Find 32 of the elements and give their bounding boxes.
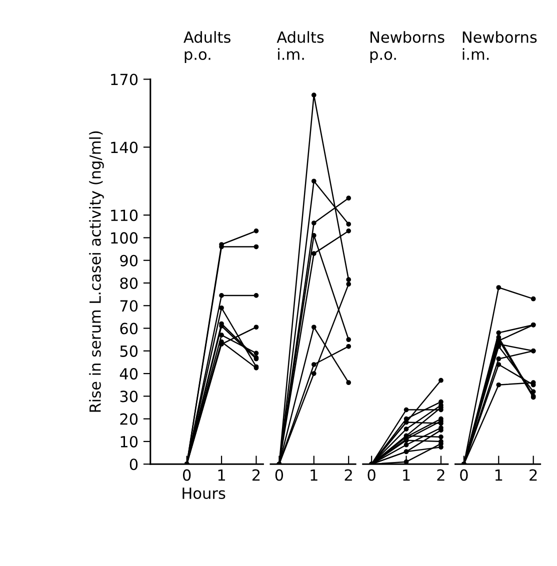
x-tick-label: 2 bbox=[437, 469, 444, 481]
x-tick-label: 1 bbox=[218, 469, 225, 481]
y-tick-label: 50 bbox=[120, 345, 138, 357]
y-tick-label: 10 bbox=[120, 436, 138, 448]
y-tick-label: 100 bbox=[111, 232, 138, 244]
y-tick-label: 70 bbox=[120, 300, 138, 312]
y-tick-label: 30 bbox=[120, 390, 138, 402]
y-tick-label: 20 bbox=[120, 413, 138, 425]
y-axis-title: Rise in serum L.casei activity (ng/ml) bbox=[89, 131, 104, 412]
x-tick-label: 0 bbox=[460, 469, 468, 481]
x-tick-label: 1 bbox=[403, 469, 410, 481]
x-axis-title: Hours bbox=[182, 488, 226, 500]
y-tick-label: 80 bbox=[120, 277, 138, 290]
x-tick-label: 2 bbox=[344, 469, 352, 481]
chart-title: Adults p.o. bbox=[184, 31, 230, 63]
x-tick-label: 1 bbox=[495, 469, 502, 481]
y-tick-label: 90 bbox=[120, 254, 138, 266]
x-tick-label: 2 bbox=[252, 469, 260, 481]
y-tick-label: 110 bbox=[111, 210, 138, 222]
chart-title: Newborns p.o. bbox=[370, 31, 444, 63]
y-tick-label: 60 bbox=[120, 322, 138, 334]
chart-title: Adults i.m. bbox=[276, 31, 324, 60]
x-tick-label: 0 bbox=[182, 469, 191, 481]
y-tick-label: 140 bbox=[111, 142, 138, 154]
x-tick-label: 2 bbox=[530, 469, 537, 481]
y-tick-label: 40 bbox=[120, 368, 138, 380]
x-tick-label: 1 bbox=[310, 469, 318, 481]
chart-title: Newborns i.m. bbox=[462, 31, 537, 60]
x-tick-label: 0 bbox=[275, 469, 284, 481]
x-tick-label: 0 bbox=[368, 469, 376, 481]
y-tick-label: 0 bbox=[130, 458, 138, 470]
y-tick-label: 170 bbox=[111, 74, 138, 86]
